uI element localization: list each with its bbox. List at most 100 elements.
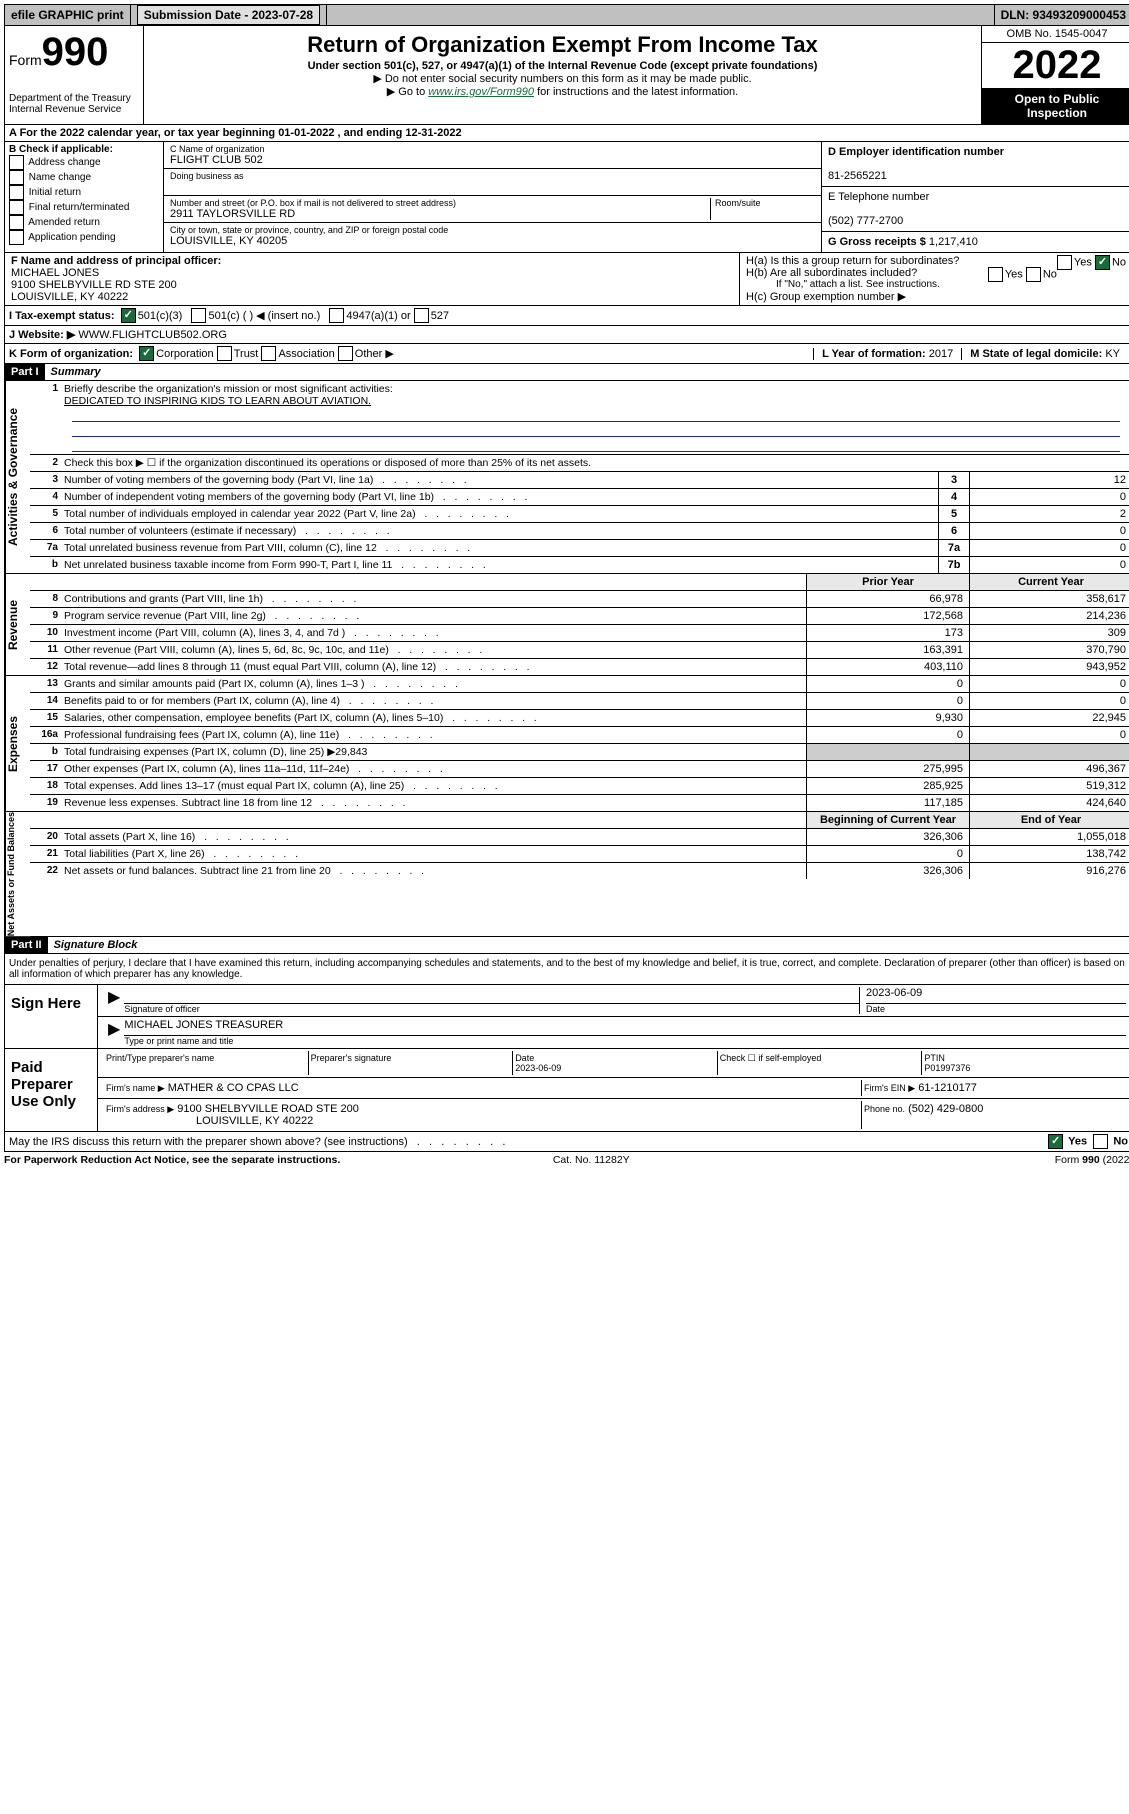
org-name: FLIGHT CLUB 502 [170,154,815,166]
firm-addr2: LOUISVILLE, KY 40222 [106,1115,313,1127]
org-addr: 2911 TAYLORSVILLE RD [170,208,710,220]
submission-date: Submission Date - 2023-07-28 [131,5,327,25]
form-header: Form990 Department of the Treasury Inter… [4,26,1129,125]
part-ii-title: Signature Block [48,937,144,953]
firm-ein: 61-1210177 [918,1082,977,1094]
cb-amended[interactable] [9,215,24,230]
table-row: 20Total assets (Part X, line 16)326,3061… [30,829,1129,846]
sidebar-governance: Activities & Governance [5,381,30,573]
hb-yes[interactable] [988,267,1003,282]
table-row: 6Total number of volunteers (estimate if… [30,523,1129,540]
box-c: C Name of organizationFLIGHT CLUB 502 Do… [164,142,821,252]
table-row: 18Total expenses. Add lines 13–17 (must … [30,778,1129,795]
self-emp-label: Check ☐ if self-employed [718,1051,923,1075]
cb-address[interactable] [9,155,24,170]
firm-phone: (502) 429-0800 [908,1103,983,1115]
cb-pending[interactable] [9,230,24,245]
table-row: 3Number of voting members of the governi… [30,472,1129,489]
org-city: LOUISVILLE, KY 40205 [170,235,815,247]
addr-label: Number and street (or P.O. box if mail i… [170,198,710,208]
box-klm: K Form of organization: ✓ Corporation Tr… [4,344,1129,364]
cb-527[interactable] [414,308,429,323]
prep-date: 2023-06-09 [515,1063,561,1073]
cb-assoc[interactable] [261,346,276,361]
row-a: A For the 2022 calendar year, or tax yea… [4,125,1129,142]
tax-year: 2022 [982,43,1129,88]
table-row: 10Investment income (Part VIII, column (… [30,625,1129,642]
org-info-grid: B Check if applicable: Address change Na… [4,142,1129,253]
ptin-val: P01997376 [924,1063,970,1073]
box-b-label: B Check if applicable: [9,144,113,155]
table-row: 17Other expenses (Part IX, column (A), l… [30,761,1129,778]
cb-name[interactable] [9,170,24,185]
ein-label: D Employer identification number [828,146,1004,158]
part-ii-bar: Part II Signature Block [4,937,1129,954]
q1: Briefly describe the organization's miss… [60,381,1129,454]
hb-note: If "No," attach a list. See instructions… [746,279,1126,290]
footer-right: Form 990 (2022) [1055,1154,1129,1166]
open-inspection: Open to Public Inspection [982,88,1129,124]
box-f-label: F Name and address of principal officer: [11,255,221,267]
table-row: 12Total revenue—add lines 8 through 11 (… [30,659,1129,675]
room-label: Room/suite [715,198,815,208]
box-f: F Name and address of principal officer:… [5,253,740,305]
footer-left: For Paperwork Reduction Act Notice, see … [4,1154,340,1166]
exp-block: Expenses 13Grants and similar amounts pa… [4,676,1129,812]
cb-other[interactable] [338,346,353,361]
hc-label: H(c) Group exemption number ▶ [746,290,1126,303]
footer: For Paperwork Reduction Act Notice, see … [4,1152,1129,1166]
prep-name-label: Print/Type preparer's name [104,1051,309,1075]
discuss-no[interactable] [1093,1134,1108,1149]
sidebar-expenses: Expenses [5,676,30,811]
paid-preparer-row: Paid Preparer Use Only Print/Type prepar… [4,1049,1129,1132]
website-val: WWW.FLIGHTCLUB502.ORG [78,329,227,341]
form-subtitle: Under section 501(c), 527, or 4947(a)(1)… [148,60,977,72]
table-row: 8Contributions and grants (Part VIII, li… [30,591,1129,608]
hdr-current: Current Year [969,574,1129,590]
table-row: 7aTotal unrelated business revenue from … [30,540,1129,557]
gross-val: 1,217,410 [929,236,978,248]
m-label: M State of legal domicile: [970,348,1102,360]
cb-final[interactable] [9,200,24,215]
ha-no[interactable]: ✓ [1095,255,1110,270]
cb-4947[interactable] [329,308,344,323]
irs-link[interactable]: www.irs.gov/Form990 [428,86,534,98]
l-label: L Year of formation: [822,348,926,360]
rev-block: Revenue Prior Year Current Year 8Contrib… [4,574,1129,676]
box-j: J Website: ▶ WWW.FLIGHTCLUB502.ORG [4,326,1129,344]
header-center: Return of Organization Exempt From Incom… [144,26,981,124]
f-h-row: F Name and address of principal officer:… [4,253,1129,306]
cb-corp[interactable]: ✓ [139,346,154,361]
sig-date-label: Date [866,1004,1126,1014]
sig-date: 2023-06-09 [866,987,1126,1004]
gross-label: G Gross receipts $ [828,236,926,248]
sig-line[interactable] [124,987,859,1004]
j-label: J Website: ▶ [9,328,75,341]
phone-label: E Telephone number [828,191,929,203]
year-formation: 2017 [929,348,953,360]
part-ii-num: Part II [5,937,48,953]
cb-initial[interactable] [9,185,24,200]
ha-yes[interactable] [1057,255,1072,270]
note-ssn: ▶ Do not enter social security numbers o… [148,72,977,85]
firm-ein-label: Firm's EIN ▶ [864,1083,915,1093]
cb-501c3[interactable]: ✓ [121,308,136,323]
gov-block: Activities & Governance 1 Briefly descri… [4,381,1129,574]
hdr-begin: Beginning of Current Year [806,812,969,828]
hdr-end: End of Year [969,812,1129,828]
cb-trust[interactable] [217,346,232,361]
discuss-row: May the IRS discuss this return with the… [4,1132,1129,1152]
state-domicile: KY [1105,348,1120,360]
arrow-icon: ▶ [104,987,124,1014]
part-i-bar: Part I Summary [4,364,1129,381]
dln: DLN: 93493209000453 [994,5,1129,25]
cb-501c[interactable] [191,308,206,323]
irs-label: Internal Revenue Service [9,104,139,115]
form-title: Return of Organization Exempt From Incom… [148,32,977,58]
discuss-yes[interactable]: ✓ [1048,1134,1063,1149]
sign-here-label: Sign Here [5,985,98,1048]
hb-no[interactable] [1026,267,1041,282]
i-label: I Tax-exempt status: [9,310,115,322]
paid-preparer-label: Paid Preparer Use Only [5,1049,98,1131]
prep-date-label: Date [515,1053,534,1063]
